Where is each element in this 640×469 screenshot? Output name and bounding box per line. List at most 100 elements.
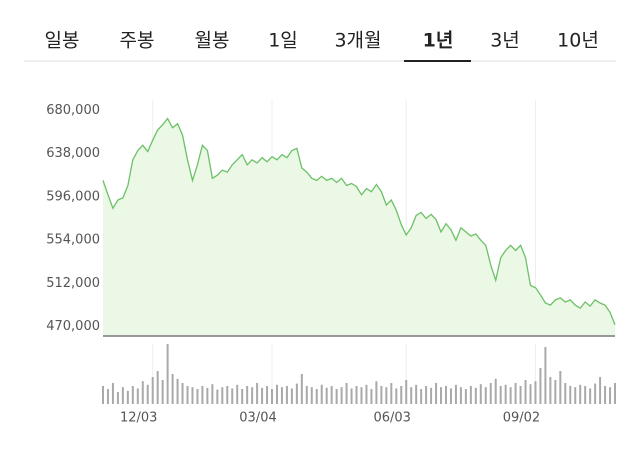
volume-bar <box>141 381 144 404</box>
volume-bar <box>102 386 104 404</box>
tab[interactable]: 1년 <box>423 30 454 52</box>
volume-bar <box>315 389 318 404</box>
price-area <box>103 118 615 336</box>
volume-bar <box>415 384 418 404</box>
volume-bar <box>335 389 338 404</box>
volume-bar <box>420 389 423 404</box>
volume-bar <box>365 384 368 404</box>
volume-bar <box>166 344 169 404</box>
volume-bar <box>146 384 149 404</box>
volume-bar <box>246 386 249 404</box>
tab[interactable]: 월봉 <box>195 30 230 52</box>
volume-bar <box>410 387 413 404</box>
volume-bar <box>444 386 447 404</box>
volume-bar <box>499 386 502 404</box>
volume-bar <box>305 386 308 404</box>
volume-bar <box>191 387 194 404</box>
volume-bar <box>425 386 428 404</box>
volume-bar <box>186 386 189 404</box>
tab[interactable]: 일봉 <box>45 30 80 52</box>
tab[interactable]: 1일 <box>268 30 298 52</box>
y-tick-label: 512,000 <box>46 276 100 291</box>
volume-bar <box>534 381 537 404</box>
volume-bar <box>355 386 358 404</box>
volume-bar <box>569 386 572 404</box>
x-tick-label: 06/03 <box>373 411 410 426</box>
volume-bar <box>275 384 278 404</box>
volume-bar <box>609 387 612 404</box>
volume-bar <box>509 387 512 404</box>
volume-bar <box>136 388 139 404</box>
volume-bar <box>116 392 119 404</box>
volume-bar <box>121 387 124 404</box>
volume-bar <box>285 386 288 404</box>
volume-bar <box>171 374 174 404</box>
volume-bar <box>211 384 214 404</box>
y-tick-label: 470,000 <box>46 319 100 334</box>
x-tick-label: 12/03 <box>120 411 157 426</box>
volume-bar <box>350 388 353 404</box>
volume-bar <box>504 384 507 404</box>
volume-bar <box>469 386 472 404</box>
volume-bar <box>181 383 184 404</box>
volume-bar <box>489 383 492 404</box>
volume-bar <box>599 377 602 404</box>
volume-bar <box>554 380 557 404</box>
volume-bar <box>579 384 582 404</box>
volume-bar <box>549 377 552 404</box>
tab[interactable]: 주봉 <box>120 30 155 52</box>
volume-bar <box>544 347 547 404</box>
y-tick-label: 554,000 <box>46 233 100 248</box>
x-tick-label: 09/02 <box>503 411 540 426</box>
volume-bar <box>454 384 457 404</box>
tab[interactable]: 3개월 <box>334 30 381 52</box>
volume-bar <box>390 383 393 404</box>
volume-bar <box>524 380 527 404</box>
volume-bar <box>435 383 438 404</box>
volume-bar <box>345 383 348 404</box>
price-line <box>102 117 616 325</box>
volume-bar <box>430 387 433 404</box>
volume-bar <box>261 387 264 404</box>
volume-bar <box>271 389 274 404</box>
volume-bar <box>126 390 129 404</box>
volume-bar <box>111 383 114 404</box>
x-tick-label: 03/04 <box>239 411 276 426</box>
volume-bar <box>529 384 532 404</box>
volume-bar <box>494 378 497 404</box>
volume-bar <box>519 386 522 404</box>
volume-bar <box>589 388 592 404</box>
volume-bar <box>325 387 328 404</box>
volume-bar <box>614 383 616 404</box>
volume-bar <box>375 381 378 404</box>
volume-bar <box>266 386 269 404</box>
volume-bar <box>370 389 373 404</box>
volume-bar <box>290 388 293 404</box>
volume-bar <box>106 389 109 404</box>
volume-bar <box>216 389 219 404</box>
volume-bar <box>330 386 333 404</box>
volume-bar <box>594 383 597 404</box>
volume-bar <box>385 387 388 404</box>
volume-bar <box>405 380 408 404</box>
volume-bar <box>196 389 199 404</box>
y-tick-label: 596,000 <box>46 189 100 204</box>
volume-bar <box>226 386 229 404</box>
volume-bar <box>440 387 443 404</box>
y-tick-label: 638,000 <box>46 146 100 161</box>
volume-bar <box>400 386 403 404</box>
y-tick-label: 680,000 <box>46 103 100 118</box>
volume-bar <box>241 389 244 404</box>
volume-bar <box>474 387 477 404</box>
tab[interactable]: 3년 <box>490 30 520 52</box>
volume-bar <box>464 389 467 404</box>
volume-bar <box>206 387 209 404</box>
volume-bar <box>479 384 482 404</box>
tab[interactable]: 10년 <box>557 30 599 52</box>
volume-bar <box>395 388 398 404</box>
volume-bar <box>604 386 607 404</box>
volume-bar <box>574 387 577 404</box>
volume-bar <box>201 386 204 404</box>
